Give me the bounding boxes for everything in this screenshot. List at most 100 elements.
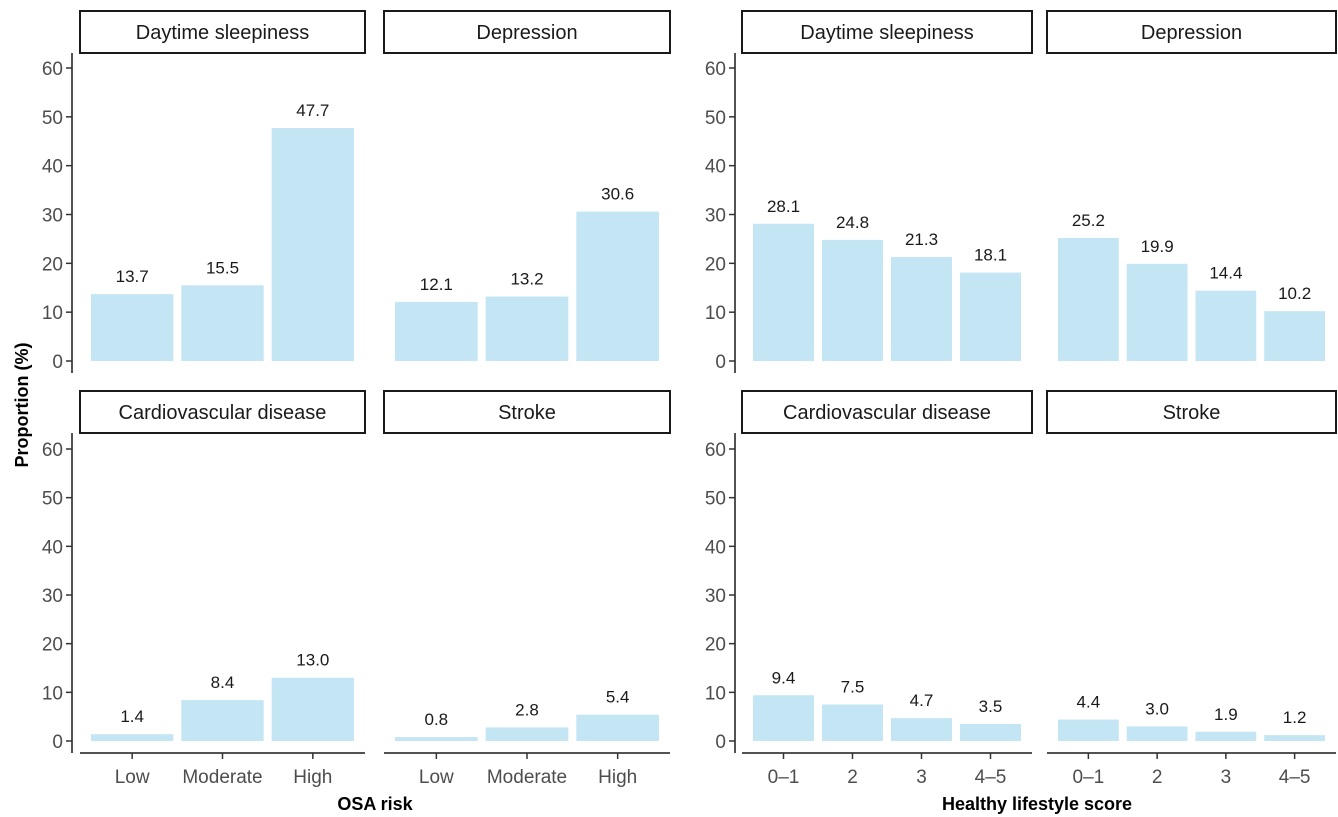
bar-value-label: 1.2 [1283,708,1307,727]
bar-value-label: 10.2 [1278,284,1311,303]
y-tick-label: 60 [42,59,63,80]
bar [1126,263,1188,361]
bar-value-label: 1.9 [1214,705,1238,724]
strip-label: Daytime sleepiness [800,22,973,44]
panel-group0-panel3: Stroke 0.8 2.8 5.4 Low Moderate High [383,390,671,788]
y-tick-label: 30 [42,586,63,607]
bar-value-label: 5.4 [606,688,630,707]
panel-group1-panel3: Stroke 4.4 3.0 1.9 1.2 0–1 2 3 4–5 [1046,390,1337,788]
x-tick-label: 0–1 [768,767,800,788]
bar [485,727,569,741]
bar [960,272,1021,361]
y-tick-label: 50 [705,108,726,129]
y-tick-label: 20 [705,635,726,656]
y-tick-label: 40 [42,537,63,558]
y-tick-label: 10 [705,683,726,704]
bar-value-label: 7.5 [841,678,865,697]
bar [181,700,264,741]
bar-value-label: 12.1 [420,275,453,294]
y-tick-label: 60 [42,440,63,461]
x-tick-label: Moderate [182,767,262,788]
bar [753,695,814,741]
bar-value-label: 15.5 [206,258,239,277]
bar [891,256,952,361]
bar [1126,726,1188,741]
bar-value-label: 0.8 [425,710,449,729]
strip-label: Cardiovascular disease [783,402,991,424]
bar-value-label: 4.4 [1077,693,1101,712]
y-tick-label: 30 [42,206,63,227]
bar-value-label: 18.1 [974,246,1007,265]
y-tick-label: 50 [42,108,63,129]
y-tick-label: 40 [705,157,726,178]
bar [485,296,569,361]
bar [1195,731,1257,741]
bar-value-label: 28.1 [767,197,800,216]
bar [395,301,478,361]
x-tick-label: Low [419,767,454,788]
bar [181,285,264,361]
bar-value-label: 4.7 [910,691,934,710]
bar-value-label: 24.8 [836,213,869,232]
y-tick-label: 0 [52,732,63,753]
x-tick-label: 0–1 [1073,767,1105,788]
y-tick-label: 0 [52,352,63,373]
strip-label: Stroke [1163,402,1221,424]
bar-value-label: 3.0 [1145,699,1169,718]
y-tick-label: 30 [705,586,726,607]
y-tick-label: 10 [705,303,726,324]
panel-group0-panel1: Depression 12.1 13.2 30.6 [383,10,671,361]
bar [91,294,174,361]
y-tick-label: 20 [42,635,63,656]
y-tick-label: 20 [42,254,63,275]
bar [1264,735,1325,741]
x-tick-label: High [598,767,637,788]
bar [960,723,1021,741]
strip-label: Cardiovascular disease [119,402,327,424]
bar-value-label: 2.8 [515,700,539,719]
panel-group0-panel0: Daytime sleepiness 13.7 15.5 47.7 0 10 20 30 40 5… [42,10,366,373]
panel-group1-panel1: Depression 25.2 19.9 14.4 10.2 [1046,10,1337,361]
bar [395,737,478,741]
y-tick-label: 40 [42,157,63,178]
y-tick-label: 50 [705,489,726,510]
x-tick-label: 2 [1152,767,1163,788]
x-tick-label: Low [115,767,150,788]
bar-value-label: 13.7 [116,267,149,286]
bar [891,718,952,741]
strip-box [79,10,366,54]
y-tick-label: 60 [705,59,726,80]
bar-value-label: 13.2 [510,270,543,289]
bar [822,704,883,741]
panel-group1-panel2: Cardiovascular disease 9.4 7.5 4.7 3.5 0–1 2 3 4… [705,390,1033,788]
bar [576,211,659,361]
strip-box [79,390,366,434]
bar-value-label: 8.4 [211,673,235,692]
strip-box [741,390,1033,434]
bar [822,239,883,361]
bar [753,223,814,361]
y-tick-label: 30 [705,206,726,227]
x-tick-label: 3 [916,767,927,788]
bar-value-label: 9.4 [772,668,796,687]
bar [271,128,354,361]
bar-value-label: 25.2 [1072,211,1105,230]
x-tick-label: 2 [847,767,858,788]
strip-label: Depression [476,22,577,44]
bar [1264,311,1325,361]
x-tick-label: High [293,767,332,788]
bar [91,734,174,741]
bar [576,714,659,741]
bar-value-label: 3.5 [979,697,1003,716]
bar-value-label: 14.4 [1209,264,1242,283]
y-tick-label: 40 [705,537,726,558]
strip-label: Depression [1141,22,1242,44]
strip-box [383,390,671,434]
bar [1058,237,1119,361]
strip-box [383,10,671,54]
y-tick-label: 0 [715,732,726,753]
y-tick-label: 10 [42,683,63,704]
x-tick-label: Moderate [487,767,567,788]
bar-value-label: 19.9 [1141,237,1174,256]
